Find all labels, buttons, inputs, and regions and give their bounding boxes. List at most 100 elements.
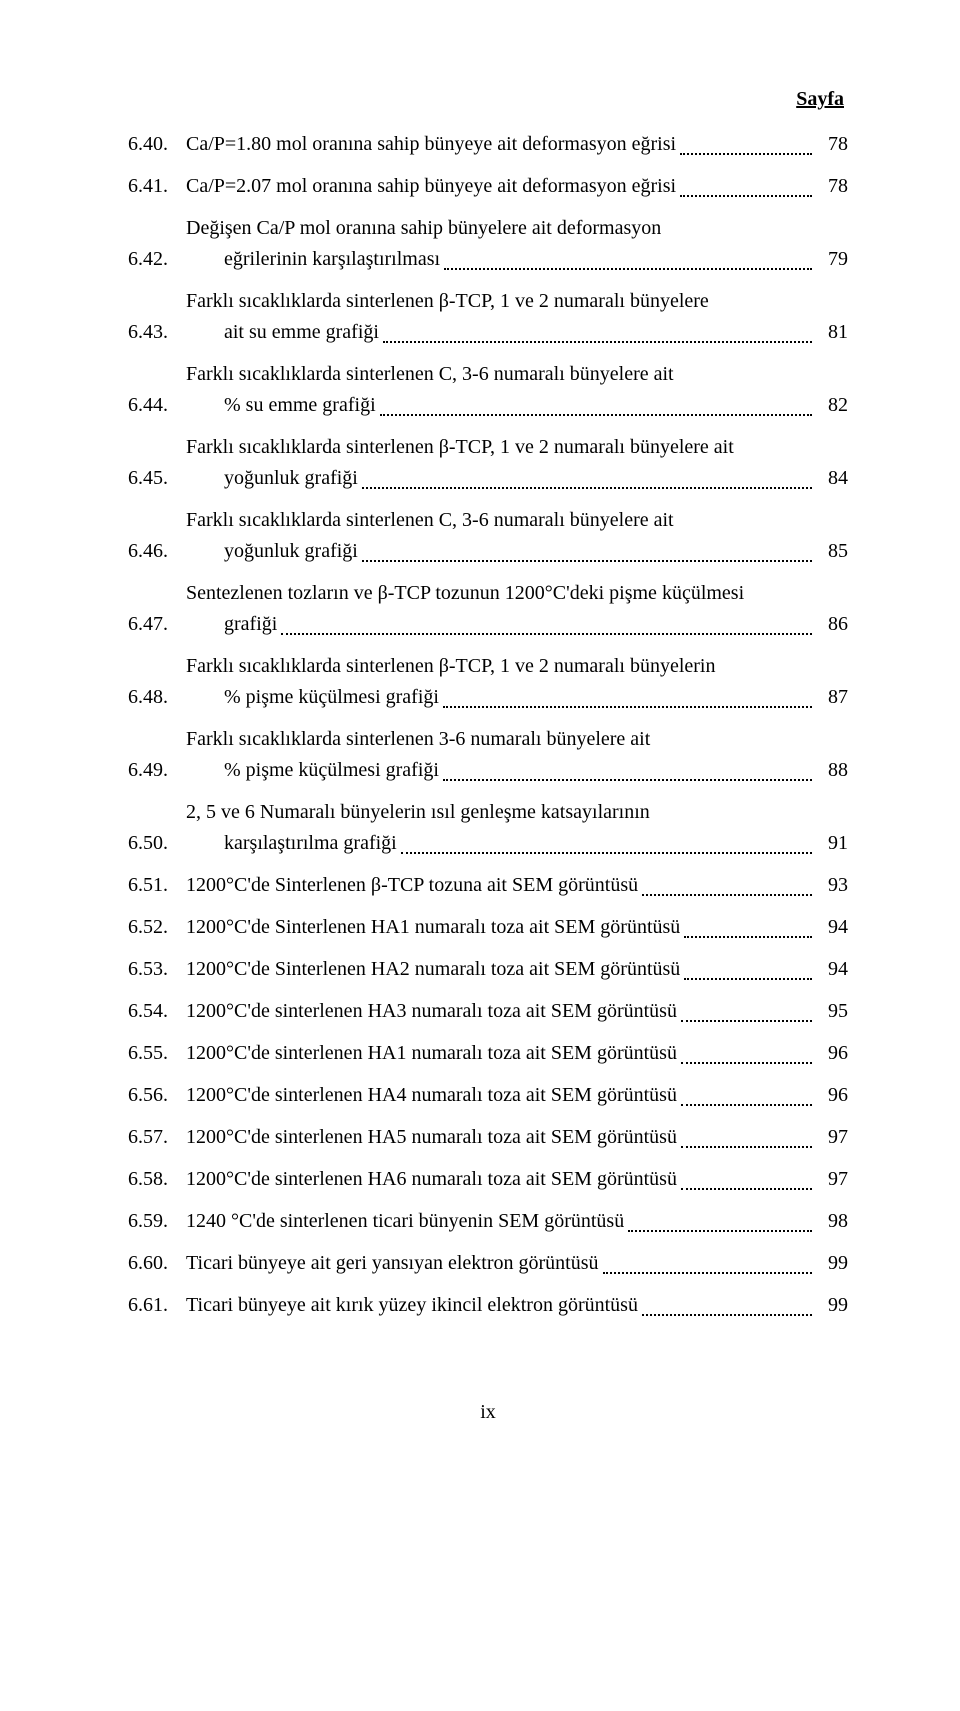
entry-number: 6.43. <box>128 317 186 348</box>
entry-body: 1200°C'de sinterlenen HA1 numaralı toza … <box>186 1038 848 1069</box>
entry-number: 6.56. <box>128 1080 186 1111</box>
dot-leader <box>443 779 812 781</box>
entry-text: 1200°C'de Sinterlenen HA1 numaralı toza … <box>186 912 680 943</box>
toc-entry: 6.49.Farklı sıcaklıklarda sinterlenen 3-… <box>128 724 848 786</box>
dot-leader <box>681 1020 812 1022</box>
entry-page: 95 <box>816 996 848 1027</box>
entry-text: Ca/P=1.80 mol oranına sahip bünyeye ait … <box>186 129 676 160</box>
entry-number: 6.51. <box>128 870 186 901</box>
dot-leader <box>681 1104 812 1106</box>
entry-text: 1200°C'de sinterlenen HA5 numaralı toza … <box>186 1122 677 1153</box>
entry-text: yoğunluk grafiği <box>186 536 358 567</box>
dot-leader <box>680 153 812 155</box>
entry-body: Değişen Ca/P mol oranına sahip bünyelere… <box>186 213 848 275</box>
dot-leader <box>603 1272 813 1274</box>
entry-body: 1200°C'de Sinterlenen HA2 numaralı toza … <box>186 954 848 985</box>
entry-page: 82 <box>816 390 848 421</box>
toc-entry: 6.43.Farklı sıcaklıklarda sinterlenen β-… <box>128 286 848 348</box>
entry-number: 6.50. <box>128 828 186 859</box>
dot-leader <box>401 852 812 854</box>
dot-leader <box>362 560 812 562</box>
table-of-contents: 6.40.Ca/P=1.80 mol oranına sahip bünyeye… <box>128 129 848 1321</box>
entry-number: 6.48. <box>128 682 186 713</box>
dot-leader <box>680 195 812 197</box>
toc-entry: 6.55.1200°C'de sinterlenen HA1 numaralı … <box>128 1038 848 1069</box>
entry-body: 1200°C'de sinterlenen HA3 numaralı toza … <box>186 996 848 1027</box>
toc-entry: 6.59.1240 °C'de sinterlenen ticari bünye… <box>128 1206 848 1237</box>
toc-entry: 6.61.Ticari bünyeye ait kırık yüzey ikin… <box>128 1290 848 1321</box>
entry-page: 97 <box>816 1164 848 1195</box>
entry-number: 6.53. <box>128 954 186 985</box>
entry-text: 1200°C'de sinterlenen HA6 numaralı toza … <box>186 1164 677 1195</box>
dot-leader <box>444 268 812 270</box>
dot-leader <box>681 1146 812 1148</box>
entry-page: 85 <box>816 536 848 567</box>
entry-page: 79 <box>816 244 848 275</box>
entry-number: 6.40. <box>128 129 186 160</box>
entry-number: 6.41. <box>128 171 186 202</box>
entry-body: 1240 °C'de sinterlenen ticari bünyenin S… <box>186 1206 848 1237</box>
entry-text: Farklı sıcaklıklarda sinterlenen C, 3-6 … <box>186 359 674 390</box>
entry-page: 94 <box>816 912 848 943</box>
entry-text: ait su emme grafiği <box>186 317 379 348</box>
entry-page: 94 <box>816 954 848 985</box>
entry-page: 88 <box>816 755 848 786</box>
entry-page: 87 <box>816 682 848 713</box>
entry-body: Ca/P=1.80 mol oranına sahip bünyeye ait … <box>186 129 848 160</box>
entry-body: Farklı sıcaklıklarda sinterlenen β-TCP, … <box>186 432 848 494</box>
dot-leader <box>362 487 812 489</box>
entry-text: Sentezlenen tozların ve β-TCP tozunun 12… <box>186 578 744 609</box>
entry-body: 2, 5 ve 6 Numaralı bünyelerin ısıl genle… <box>186 797 848 859</box>
dot-leader <box>380 414 812 416</box>
entry-body: Ca/P=2.07 mol oranına sahip bünyeye ait … <box>186 171 848 202</box>
entry-text: Ca/P=2.07 mol oranına sahip bünyeye ait … <box>186 171 676 202</box>
entry-text: Farklı sıcaklıklarda sinterlenen β-TCP, … <box>186 651 715 682</box>
entry-body: Farklı sıcaklıklarda sinterlenen C, 3-6 … <box>186 505 848 567</box>
entry-body: Sentezlenen tozların ve β-TCP tozunun 12… <box>186 578 848 640</box>
entry-page: 78 <box>816 129 848 160</box>
entry-number: 6.59. <box>128 1206 186 1237</box>
toc-entry: 6.44.Farklı sıcaklıklarda sinterlenen C,… <box>128 359 848 421</box>
entry-page: 81 <box>816 317 848 348</box>
toc-entry: 6.45.Farklı sıcaklıklarda sinterlenen β-… <box>128 432 848 494</box>
toc-entry: 6.60.Ticari bünyeye ait geri yansıyan el… <box>128 1248 848 1279</box>
entry-number: 6.47. <box>128 609 186 640</box>
dot-leader <box>642 894 812 896</box>
entry-text: Farklı sıcaklıklarda sinterlenen β-TCP, … <box>186 432 734 463</box>
dot-leader <box>681 1188 812 1190</box>
entry-text: karşılaştırılma grafiği <box>186 828 397 859</box>
entry-body: 1200°C'de sinterlenen HA4 numaralı toza … <box>186 1080 848 1111</box>
entry-text: Farklı sıcaklıklarda sinterlenen C, 3-6 … <box>186 505 674 536</box>
toc-entry: 6.54.1200°C'de sinterlenen HA3 numaralı … <box>128 996 848 1027</box>
entry-text: 1240 °C'de sinterlenen ticari bünyenin S… <box>186 1206 624 1237</box>
entry-text: 1200°C'de sinterlenen HA1 numaralı toza … <box>186 1038 677 1069</box>
dot-leader <box>684 936 812 938</box>
dot-leader <box>681 1062 812 1064</box>
dot-leader <box>642 1314 812 1316</box>
entry-number: 6.60. <box>128 1248 186 1279</box>
entry-text: Ticari bünyeye ait kırık yüzey ikincil e… <box>186 1290 638 1321</box>
entry-body: Ticari bünyeye ait geri yansıyan elektro… <box>186 1248 848 1279</box>
entry-page: 97 <box>816 1122 848 1153</box>
toc-entry: 6.57.1200°C'de sinterlenen HA5 numaralı … <box>128 1122 848 1153</box>
entry-page: 78 <box>816 171 848 202</box>
entry-text: eğrilerinin karşılaştırılması <box>186 244 440 275</box>
entry-page: 86 <box>816 609 848 640</box>
entry-text: 1200°C'de Sinterlenen HA2 numaralı toza … <box>186 954 680 985</box>
entry-body: Farklı sıcaklıklarda sinterlenen C, 3-6 … <box>186 359 848 421</box>
toc-entry: 6.41.Ca/P=2.07 mol oranına sahip bünyeye… <box>128 171 848 202</box>
entry-page: 96 <box>816 1038 848 1069</box>
page-footer: ix <box>128 1401 848 1424</box>
entry-text: 1200°C'de sinterlenen HA4 numaralı toza … <box>186 1080 677 1111</box>
entry-text: Farklı sıcaklıklarda sinterlenen β-TCP, … <box>186 286 709 317</box>
entry-number: 6.42. <box>128 244 186 275</box>
entry-body: 1200°C'de Sinterlenen HA1 numaralı toza … <box>186 912 848 943</box>
entry-number: 6.54. <box>128 996 186 1027</box>
entry-text: 1200°C'de sinterlenen HA3 numaralı toza … <box>186 996 677 1027</box>
toc-entry: 6.47.Sentezlenen tozların ve β-TCP tozun… <box>128 578 848 640</box>
entry-number: 6.44. <box>128 390 186 421</box>
toc-entry: 6.56.1200°C'de sinterlenen HA4 numaralı … <box>128 1080 848 1111</box>
entry-number: 6.61. <box>128 1290 186 1321</box>
entry-body: Farklı sıcaklıklarda sinterlenen β-TCP, … <box>186 651 848 713</box>
entry-text: % pişme küçülmesi grafiği <box>186 682 439 713</box>
